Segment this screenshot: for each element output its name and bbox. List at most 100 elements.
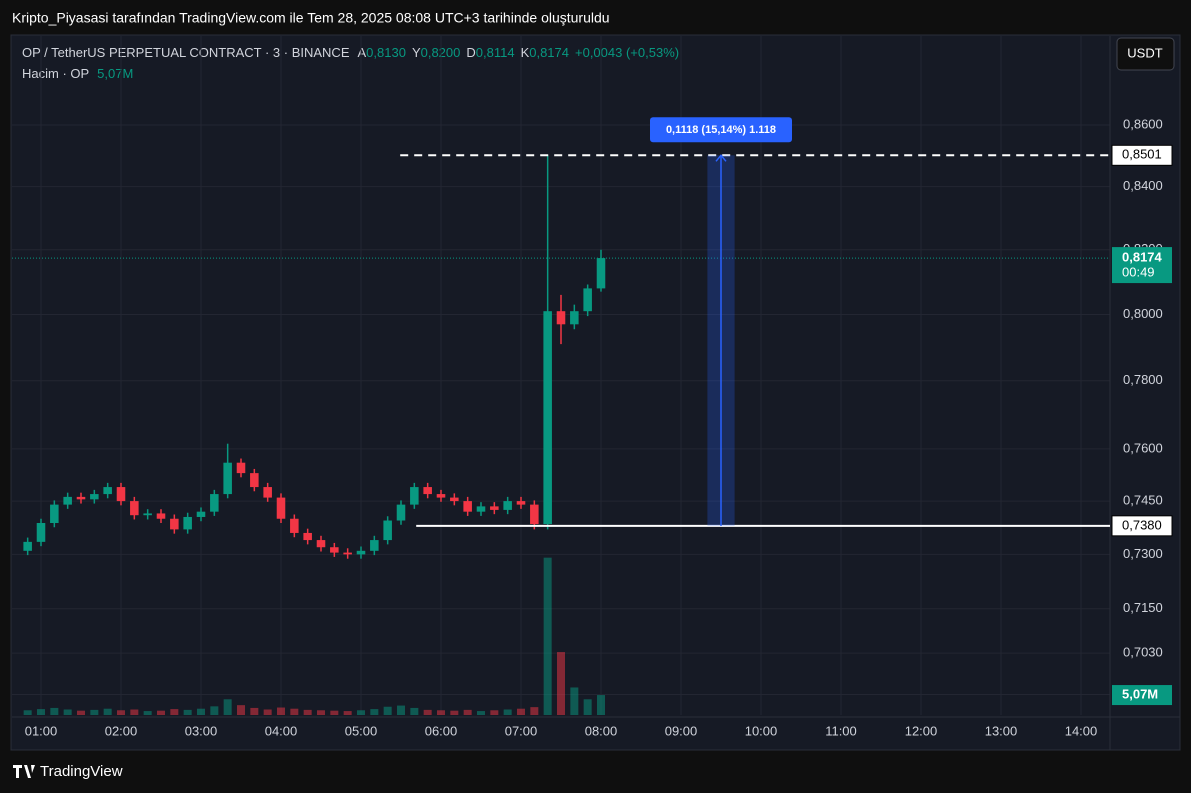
x-tick-label: 12:00 (905, 723, 938, 738)
volume-bar (156, 710, 166, 715)
volume-bar (170, 709, 179, 715)
candle-body (383, 520, 392, 541)
x-tick-label: 14:00 (1065, 723, 1098, 738)
candle-body (556, 311, 566, 325)
candle-body (410, 487, 419, 505)
x-tick-label: 10:00 (745, 723, 778, 738)
volume-bar (476, 711, 486, 715)
candle-body (583, 288, 592, 312)
volume-bar (183, 709, 192, 715)
volume-bar (316, 710, 326, 715)
volume-bar (596, 695, 606, 715)
volume-bar (330, 710, 339, 715)
volume-bar (210, 706, 219, 715)
volume-bar (103, 708, 112, 715)
volume-bar (76, 710, 86, 715)
y-tick-label: 0,7300 (1123, 546, 1163, 561)
candle-body (103, 487, 112, 495)
candle-body (23, 541, 32, 551)
x-tick-label: 11:00 (825, 723, 857, 738)
y-tick-label: 0,8000 (1123, 306, 1163, 321)
price-label: 0,7380 (1122, 517, 1162, 532)
candle-body (503, 501, 512, 510)
candle-body (116, 487, 126, 502)
last-price-box (1112, 247, 1172, 284)
measure-label-box (650, 117, 792, 143)
volume-bar (570, 687, 579, 715)
measure-label: 0,1118 (15,14%) 1.118 (666, 124, 776, 136)
volume-bar (343, 711, 352, 715)
volume-bar (143, 711, 152, 715)
volume-bar (503, 709, 512, 715)
x-tick-label: 03:00 (185, 723, 218, 738)
last-price-label: 0,8174 (1122, 250, 1163, 265)
ohlc-value: 0,8174 (529, 45, 569, 60)
volume-bar (130, 709, 139, 715)
ohlc-key: K (521, 45, 530, 60)
price-label: 0,8501 (1122, 147, 1162, 162)
x-tick-label: 08:00 (585, 723, 618, 738)
change: +0,0043 (+0,53%) (575, 45, 679, 60)
y-tick-label: 0,7600 (1123, 440, 1163, 455)
volume-legend: Hacim · OP 5,07M (22, 66, 133, 81)
candle-body (463, 501, 472, 512)
volume-bar (530, 707, 539, 715)
candle-body (516, 501, 526, 505)
candle-body (343, 552, 352, 555)
candle-body (303, 532, 312, 541)
candle-body (490, 506, 499, 510)
candle-body (236, 462, 246, 474)
volume-bar (450, 710, 459, 715)
x-tick-label: 01:00 (25, 723, 58, 738)
x-tick-label: 05:00 (345, 723, 378, 738)
candle-body (530, 504, 539, 525)
volume-bar (90, 709, 99, 715)
y-tick-label: 0,7150 (1123, 600, 1163, 615)
symbol: OP / TetherUS PERPETUAL CONTRACT · 3 · B… (22, 45, 350, 60)
measure-arrow (715, 154, 727, 162)
volume-bar (556, 652, 566, 715)
candle-body (396, 504, 406, 521)
price-label-box (1111, 515, 1173, 537)
volume-bar (370, 709, 379, 715)
candle-body (130, 501, 139, 516)
candle-body (476, 506, 486, 512)
volume-bar (490, 710, 499, 715)
y-tick-label: 0,8400 (1123, 178, 1163, 193)
chart-panel (10, 34, 1181, 751)
candle-body (423, 487, 432, 495)
volume-bar (250, 707, 259, 715)
snapshot-title: Kripto_Piyasasi tarafından TradingView.c… (12, 10, 610, 26)
countdown-label: 00:49 (1122, 265, 1155, 280)
y-tick-label: 0,7800 (1123, 372, 1163, 387)
ohlc-value: 0,8130 (366, 45, 406, 60)
volume-bar (50, 707, 59, 715)
candle-body (196, 511, 206, 517)
x-tick-label: 09:00 (665, 723, 698, 738)
candle-body (250, 473, 259, 488)
candle-body (156, 513, 166, 519)
candle-body (263, 487, 272, 498)
currency-button[interactable] (1116, 37, 1175, 71)
x-tick-label: 02:00 (105, 723, 138, 738)
brand-logo (13, 765, 35, 778)
volume-bar (436, 710, 446, 715)
volume-bar (23, 710, 32, 715)
volume-bar (196, 708, 206, 715)
volume-bar (116, 710, 126, 715)
candle-body (450, 497, 459, 502)
volume-bar (263, 709, 272, 715)
price-label-box (1111, 144, 1173, 166)
volume-bar (236, 705, 246, 715)
currency-button-label[interactable]: USDT (1127, 45, 1162, 60)
x-tick-label: 06:00 (425, 723, 458, 738)
ohlc-key: A (358, 45, 367, 60)
ohlc-value: 0,8200 (421, 45, 461, 60)
volume-bar (463, 709, 472, 715)
volume-label-box (1112, 685, 1172, 706)
candle-body (570, 311, 579, 325)
y-tick-label: 0,7030 (1123, 645, 1163, 660)
candle-body (330, 547, 339, 553)
